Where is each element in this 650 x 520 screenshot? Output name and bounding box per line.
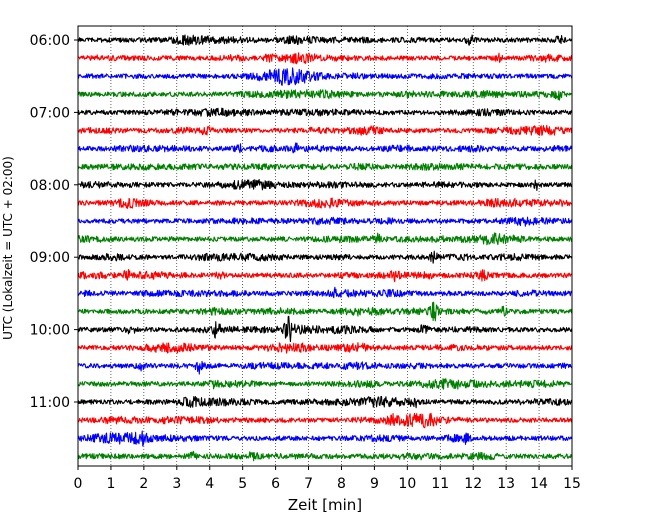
x-tick-label: 13 bbox=[497, 476, 515, 492]
y-axis-ticks: 06:00 07:00 08:00 09:00 10:00 11:00 bbox=[30, 33, 78, 411]
seismic-trace-20 bbox=[77, 395, 573, 409]
x-tick-label: 1 bbox=[106, 476, 115, 492]
seismic-trace-17 bbox=[77, 342, 573, 354]
y-tick-label: 10:00 bbox=[30, 323, 70, 339]
x-tick-label: 15 bbox=[563, 476, 581, 492]
x-tick-label: 3 bbox=[172, 476, 181, 492]
y-axis-title: UTC (Lokalzeit = UTC + 02:00) bbox=[1, 156, 15, 340]
x-axis-title: Zeit [min] bbox=[288, 496, 362, 514]
seismic-trace-7 bbox=[77, 162, 573, 171]
y-tick-label: 11:00 bbox=[30, 395, 70, 411]
y-tick-label: 09:00 bbox=[30, 250, 70, 266]
x-tick-label: 8 bbox=[337, 476, 346, 492]
x-tick-label: 11 bbox=[431, 476, 449, 492]
grid-lines bbox=[110, 26, 540, 466]
seismic-trace-1 bbox=[77, 52, 573, 65]
seismic-trace-14 bbox=[77, 286, 573, 299]
seismic-trace-4 bbox=[77, 107, 573, 118]
seismic-trace-19 bbox=[77, 378, 573, 390]
x-tick-label: 14 bbox=[530, 476, 548, 492]
x-axis-ticks: 0 1 2 3 4 5 6 7 8 9 10 11 12 13 14 15 bbox=[74, 466, 581, 492]
seismic-trace-10 bbox=[77, 216, 573, 227]
seismic-trace-13 bbox=[77, 269, 573, 283]
seismic-trace-11 bbox=[77, 232, 573, 246]
seismic-trace-16 bbox=[77, 315, 573, 343]
seismic-trace-2 bbox=[77, 67, 573, 86]
x-tick-label: 2 bbox=[139, 476, 148, 492]
seismic-trace-8 bbox=[77, 178, 573, 192]
seismic-trace-21 bbox=[77, 412, 573, 429]
y-tick-label: 07:00 bbox=[30, 105, 70, 121]
y-tick-label: 06:00 bbox=[30, 33, 70, 49]
seismic-trace-12 bbox=[77, 250, 573, 264]
seismic-trace-15 bbox=[77, 301, 573, 322]
x-tick-label: 10 bbox=[398, 476, 416, 492]
plot-frame bbox=[77, 25, 573, 467]
x-tick-label: 7 bbox=[304, 476, 313, 492]
x-tick-label: 4 bbox=[205, 476, 214, 492]
seismic-trace-18 bbox=[77, 360, 573, 375]
x-tick-label: 6 bbox=[271, 476, 280, 492]
x-tick-label: 5 bbox=[238, 476, 247, 492]
trace-lines bbox=[77, 34, 573, 462]
seismic-trace-22 bbox=[77, 430, 573, 447]
seismic-trace-6 bbox=[77, 142, 573, 154]
seismic-trace-23 bbox=[77, 450, 573, 462]
x-tick-label: 12 bbox=[464, 476, 482, 492]
seismic-trace-0 bbox=[77, 34, 573, 46]
seismic-trace-3 bbox=[77, 89, 573, 101]
x-tick-label: 9 bbox=[370, 476, 379, 492]
x-tick-label: 0 bbox=[74, 476, 83, 492]
y-tick-label: 08:00 bbox=[30, 178, 70, 194]
seismic-trace-5 bbox=[77, 124, 573, 136]
seismic-trace-9 bbox=[77, 197, 573, 209]
